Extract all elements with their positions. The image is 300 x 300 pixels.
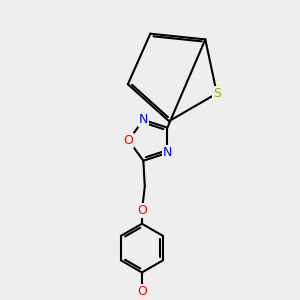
Text: N: N bbox=[139, 113, 148, 126]
Text: O: O bbox=[137, 285, 147, 298]
Text: S: S bbox=[213, 87, 221, 100]
Text: O: O bbox=[124, 134, 134, 147]
Text: N: N bbox=[163, 146, 172, 159]
Text: O: O bbox=[137, 204, 147, 218]
